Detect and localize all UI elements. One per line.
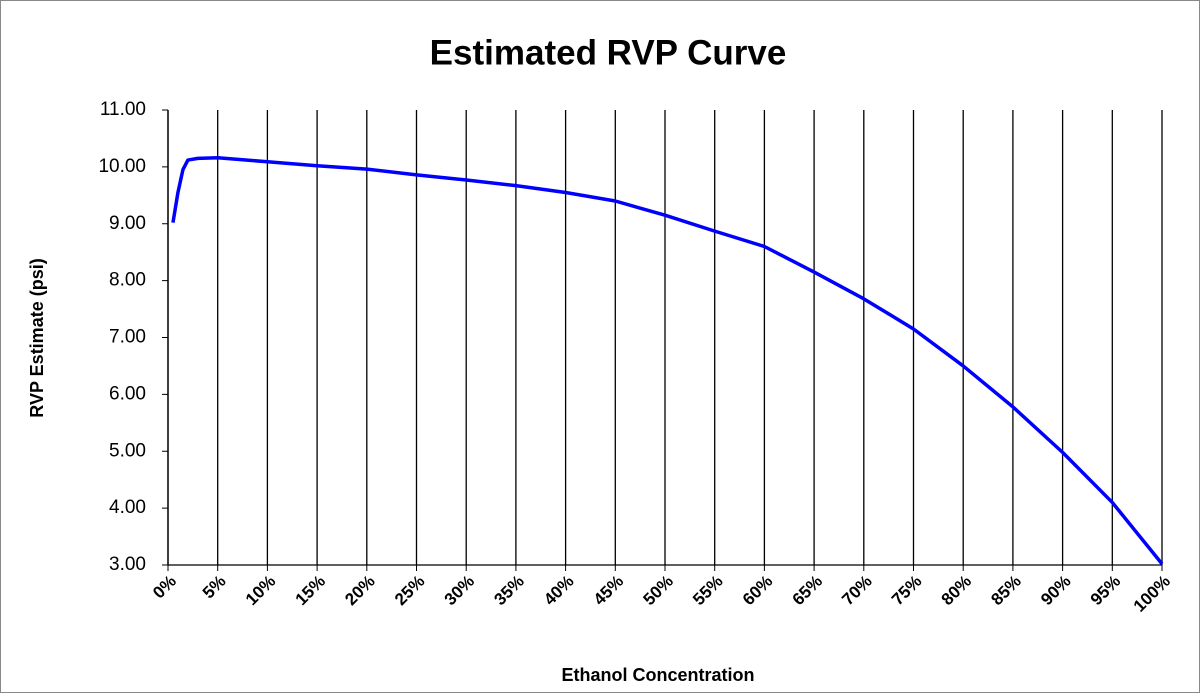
y-tick-label: 8.00 <box>109 270 146 291</box>
y-tick-label: 3.00 <box>109 554 146 575</box>
y-axis-label: RVP Estimate (psi) <box>27 258 47 417</box>
x-axis-label: Ethanol Concentration <box>562 665 755 685</box>
y-tick-label: 5.00 <box>109 440 146 461</box>
y-tick-label: 9.00 <box>109 213 146 234</box>
y-tick-label: 4.00 <box>109 497 146 518</box>
y-tick-label: 10.00 <box>98 156 146 177</box>
data-line <box>171 156 1164 565</box>
y-tick-label: 7.00 <box>109 327 146 348</box>
chart-title: Estimated RVP Curve <box>430 33 787 72</box>
y-tick-label: 11.00 <box>100 99 146 120</box>
y-tick-label: 6.00 <box>109 383 146 404</box>
